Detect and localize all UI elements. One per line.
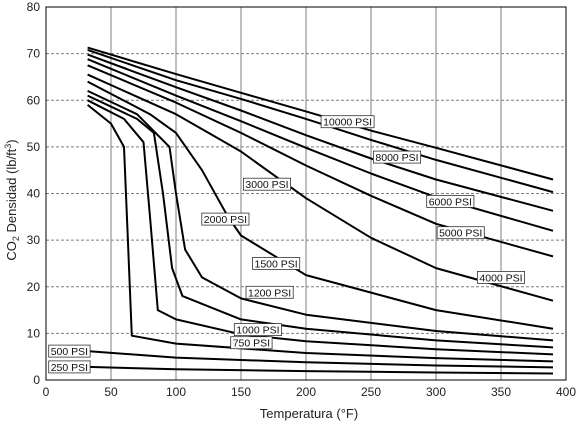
y-axis-label-part: Densidad (lb/ft [4,148,19,236]
series-label: 6000 PSI [426,194,475,208]
series-label: 5000 PSI [436,226,485,240]
y-tick-label: 0 [33,373,40,387]
series-line [87,53,554,212]
series-label-text: 1000 PSI [236,325,279,337]
series-line [87,64,554,258]
x-tick-label: 50 [104,385,118,399]
y-tick-label: 20 [27,280,41,294]
series-label-text: 10000 PSI [323,117,372,129]
series-label-box [320,115,375,129]
y-axis-label-subscript: 2 [11,236,21,241]
series-label-text: 1500 PSI [254,258,297,270]
series-label-box [245,285,294,299]
series-label-box [372,150,421,164]
series-label-text: 8000 PSI [375,152,418,164]
x-axis-label: Temperatura (°F) [260,406,358,421]
series-label: 500 PSI [48,344,91,358]
series-label-text: 4000 PSI [479,272,522,284]
y-tick-label: 70 [27,47,41,61]
series-label-box [48,360,91,374]
series-label: 8000 PSI [372,150,421,164]
series-label-box [252,256,301,270]
series-label: 750 PSI [230,336,273,350]
series-line [87,365,554,375]
x-tick-label: 400 [556,385,576,399]
series-label-box [436,226,485,240]
series-line [87,80,554,330]
series-label-box [230,336,273,350]
series-label-text: 250 PSI [51,362,88,374]
series-label-box [48,344,91,358]
series-line [86,104,554,363]
series-label-text: 3000 PSI [245,179,288,191]
series-label: 250 PSI [48,360,91,374]
y-axis-label: CO2 Densidad (lb/ft3) [3,139,21,260]
x-tick-label: 150 [231,385,251,399]
plot-frame [45,6,567,381]
x-tick-label: 300 [426,385,446,399]
y-tick-label: 80 [27,0,41,14]
series-label: 1500 PSI [252,256,301,270]
y-tick-label: 50 [27,140,41,154]
series-label-text: 6000 PSI [429,196,472,208]
y-tick-label: 30 [27,233,41,247]
x-tick-label: 200 [296,385,316,399]
series-label-text: 5000 PSI [439,228,482,240]
y-tick-label: 10 [27,326,41,340]
series-label: 2000 PSI [201,212,250,226]
series-line [87,350,554,369]
series-label-text: 750 PSI [233,338,270,350]
x-tick-label: 250 [361,385,381,399]
series-line [87,73,554,302]
y-axis-label-part: CO [4,241,19,261]
y-tick-labels: 0 10 20 30 40 50 60 70 80 [27,0,41,387]
series-label-box [201,212,250,226]
series-line [87,99,554,356]
series-label-text: 1200 PSI [248,287,291,299]
x-tick-label: 350 [491,385,511,399]
y-axis-label-superscript: 3 [3,144,13,149]
x-tick-label: 0 [43,385,50,399]
series-line [87,89,554,342]
series-label-text: 2000 PSI [204,214,247,226]
series-label: 1000 PSI [233,323,282,337]
series-label-text: 500 PSI [51,346,88,358]
series-label-box [426,194,475,208]
series-lines [86,46,554,375]
series-label-box [233,323,282,337]
series-label: 10000 PSI [320,115,375,129]
x-tick-label: 100 [166,385,186,399]
series-line [87,48,554,194]
series-line [87,94,554,349]
y-axis-label-part: ) [4,139,19,143]
series-line [87,58,554,232]
series-label: 4000 PSI [476,270,525,284]
y-tick-label: 40 [27,187,41,201]
series-label-box [476,270,525,284]
y-tick-label: 60 [27,93,41,107]
series-label: 3000 PSI [242,177,291,191]
x-tick-labels: 0 50 100 150 200 250 300 350 400 [43,385,577,399]
series-line [87,46,554,181]
series-label-box [242,177,291,191]
series-label: 1200 PSI [245,285,294,299]
